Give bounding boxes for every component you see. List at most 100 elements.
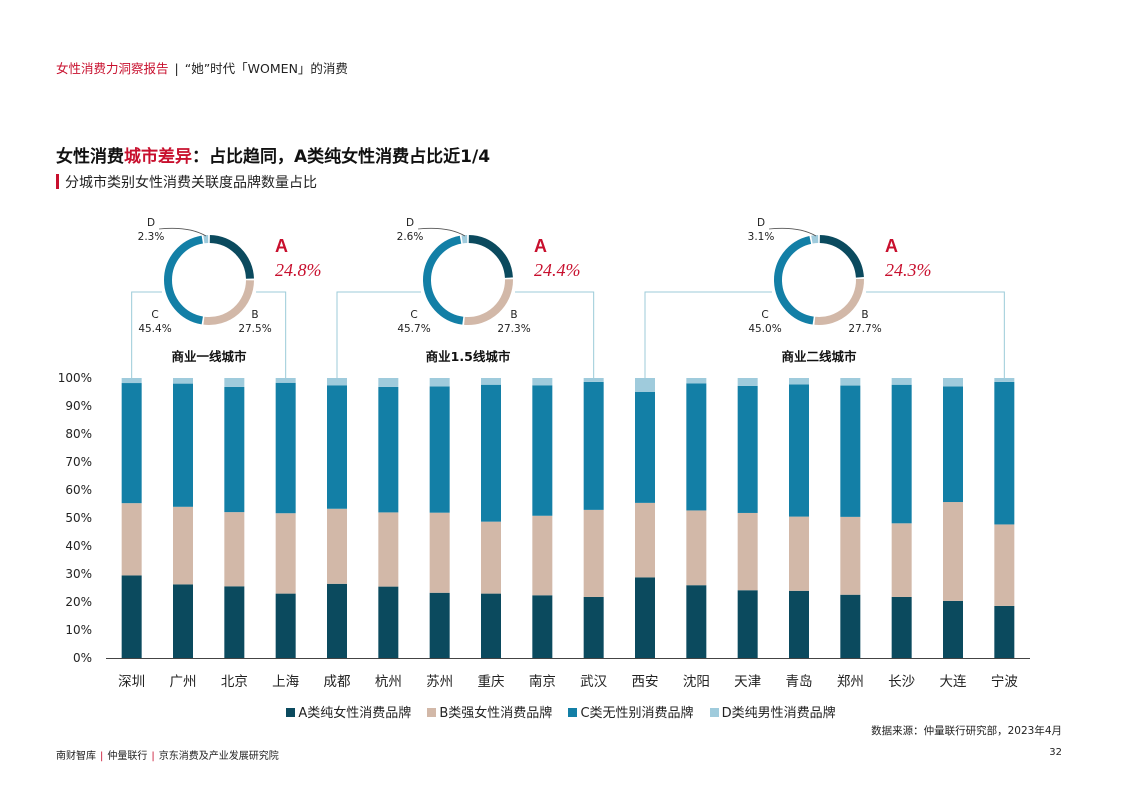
x-tick-label: 郑州 (837, 674, 864, 690)
bar-segment-d (891, 378, 912, 385)
y-tick-label: 40% (65, 539, 92, 553)
page-title: 女性消费城市差异：占比趋同，A类纯女性消费占比近1/4 (56, 142, 490, 167)
x-tick-label: 沈阳 (683, 674, 710, 690)
stacked-bar-chart: 0% 10% 20% 30% 40% 50% 60% 70% 80% 90% 100% 深圳 广州 北京 上… (58, 217, 1030, 690)
donut-value-d: 2.3% (138, 231, 165, 243)
report-header: 女性消费力洞察报告 | “她”时代「WOMEN」的消费 (56, 58, 348, 77)
donut-slice-c (774, 236, 814, 325)
bar-segment-c (891, 384, 912, 524)
bar-segment-c (173, 383, 193, 507)
legend-item-b: B类强女性消费品牌 (427, 702, 552, 721)
bar-segment-b (275, 513, 296, 594)
bar-segment-a (121, 575, 142, 658)
report-name: 女性消费力洞察报告 (56, 61, 169, 76)
bar-segment-c (224, 386, 245, 513)
y-tick-label: 50% (65, 511, 92, 525)
group-bracket-left (336, 291, 421, 378)
bar-segment-a (481, 593, 501, 658)
group-bracket-left (131, 291, 162, 378)
bar-segment-c (532, 385, 553, 516)
group-bracket-right (256, 291, 287, 378)
legend-item-c: C类无性别消费品牌 (568, 702, 694, 721)
bar-segment-a (789, 590, 809, 658)
bar-segment-b (429, 512, 450, 593)
donut-label-c: C (151, 309, 158, 321)
legend-label-b: B类强女性消费品牌 (439, 706, 553, 721)
legend-item-a: A类纯女性消费品牌 (286, 702, 411, 721)
donut-value-a: 24.8% (275, 260, 322, 280)
y-tick-label: 70% (65, 455, 92, 469)
bar-segment-a (994, 605, 1015, 658)
group-bracket-left (644, 291, 772, 378)
y-tick-label: 20% (65, 595, 92, 609)
bar-segment-d (121, 378, 142, 384)
bar-segment-c (789, 384, 809, 517)
bar-segment-c (635, 392, 655, 503)
donut-value-b: 27.5% (238, 323, 271, 335)
donut-value-b: 27.3% (497, 323, 530, 335)
bar-segment-d (327, 378, 347, 386)
bar-segment-a (224, 586, 245, 658)
donut-value-a: 24.4% (534, 260, 581, 280)
bar-segment-a (686, 585, 707, 658)
bar-segment-d (429, 378, 450, 387)
legend-swatch-c (568, 708, 578, 717)
legend-swatch-a (286, 708, 296, 717)
bar-segment-c (840, 385, 861, 517)
x-tick-label: 北京 (221, 674, 248, 690)
donut-slice-b (203, 280, 254, 325)
x-tick-label: 长沙 (888, 674, 915, 690)
bar-segment-a (583, 596, 604, 658)
donut-slice-a (468, 235, 513, 279)
bar-segment-b (891, 523, 912, 597)
bar-segment-b (224, 512, 245, 587)
bar-segment-c (275, 382, 296, 514)
legend-label-c: C类无性别消费品牌 (580, 706, 694, 721)
donut-label-a: A (885, 236, 898, 256)
bar-segment-b (532, 515, 553, 596)
bar-segment-a (840, 594, 861, 658)
bar-segment-d (840, 378, 861, 386)
bar-segment-b (583, 509, 604, 597)
bar-segment-b (481, 521, 501, 594)
title-highlight: 城市差异 (124, 147, 192, 167)
donut-slice-c (164, 235, 204, 325)
tier-label: 商业二线城市 (781, 349, 857, 364)
bar-segment-a (378, 586, 399, 658)
subtitle-text: 分城市类别女性消费关联度品牌数量占比 (65, 175, 317, 191)
donut-label-a: A (275, 236, 288, 256)
bar-segment-b (943, 502, 963, 601)
x-tick-label: 宁波 (991, 673, 1019, 690)
x-tick-label: 西安 (632, 674, 659, 690)
footer-org-3: 京东消费及产业发展研究院 (158, 751, 279, 762)
donut-label-b: B (251, 309, 258, 321)
x-tick-label: 南京 (529, 674, 556, 690)
bar-segment-a (275, 593, 296, 658)
donut-value-c: 45.4% (138, 323, 171, 335)
chart-legend: A类纯女性消费品牌 B类强女性消费品牌 C类无性别消费品牌 D类纯男性消费品牌 (0, 702, 1122, 721)
y-tick-label: 30% (65, 567, 92, 581)
donut-label-b: B (510, 309, 517, 321)
x-tick-label: 深圳 (118, 674, 145, 690)
bar-segment-c (429, 386, 450, 513)
donut-label-c: C (761, 309, 768, 321)
bar-segment-b (789, 516, 809, 591)
donut-value-d: 3.1% (748, 231, 775, 243)
bar-segment-d (737, 378, 758, 386)
footer-orgs: 南财智库 | 仲量联行 | 京东消费及产业发展研究院 (56, 747, 279, 762)
bar-segment-d (275, 378, 296, 383)
bar-segment-c (737, 385, 758, 513)
bar-segment-d (173, 378, 193, 384)
bar-segment-d (583, 378, 604, 382)
bar-segment-a (532, 595, 553, 658)
title-part1: 女性消费 (56, 147, 124, 167)
donut-slice-a (819, 235, 864, 278)
legend-swatch-b (427, 708, 437, 717)
bar-segment-a (173, 584, 193, 658)
section-name: “她”时代「WOMEN」的消费 (184, 61, 348, 76)
title-part2: ：占比趋同，A类纯女性消费占比近1/4 (192, 147, 491, 167)
legend-swatch-d (709, 708, 719, 717)
bar-segment-b (378, 512, 399, 587)
group-bracket-right (866, 291, 1005, 378)
legend-item-d: D类纯男性消费品牌 (709, 702, 836, 721)
